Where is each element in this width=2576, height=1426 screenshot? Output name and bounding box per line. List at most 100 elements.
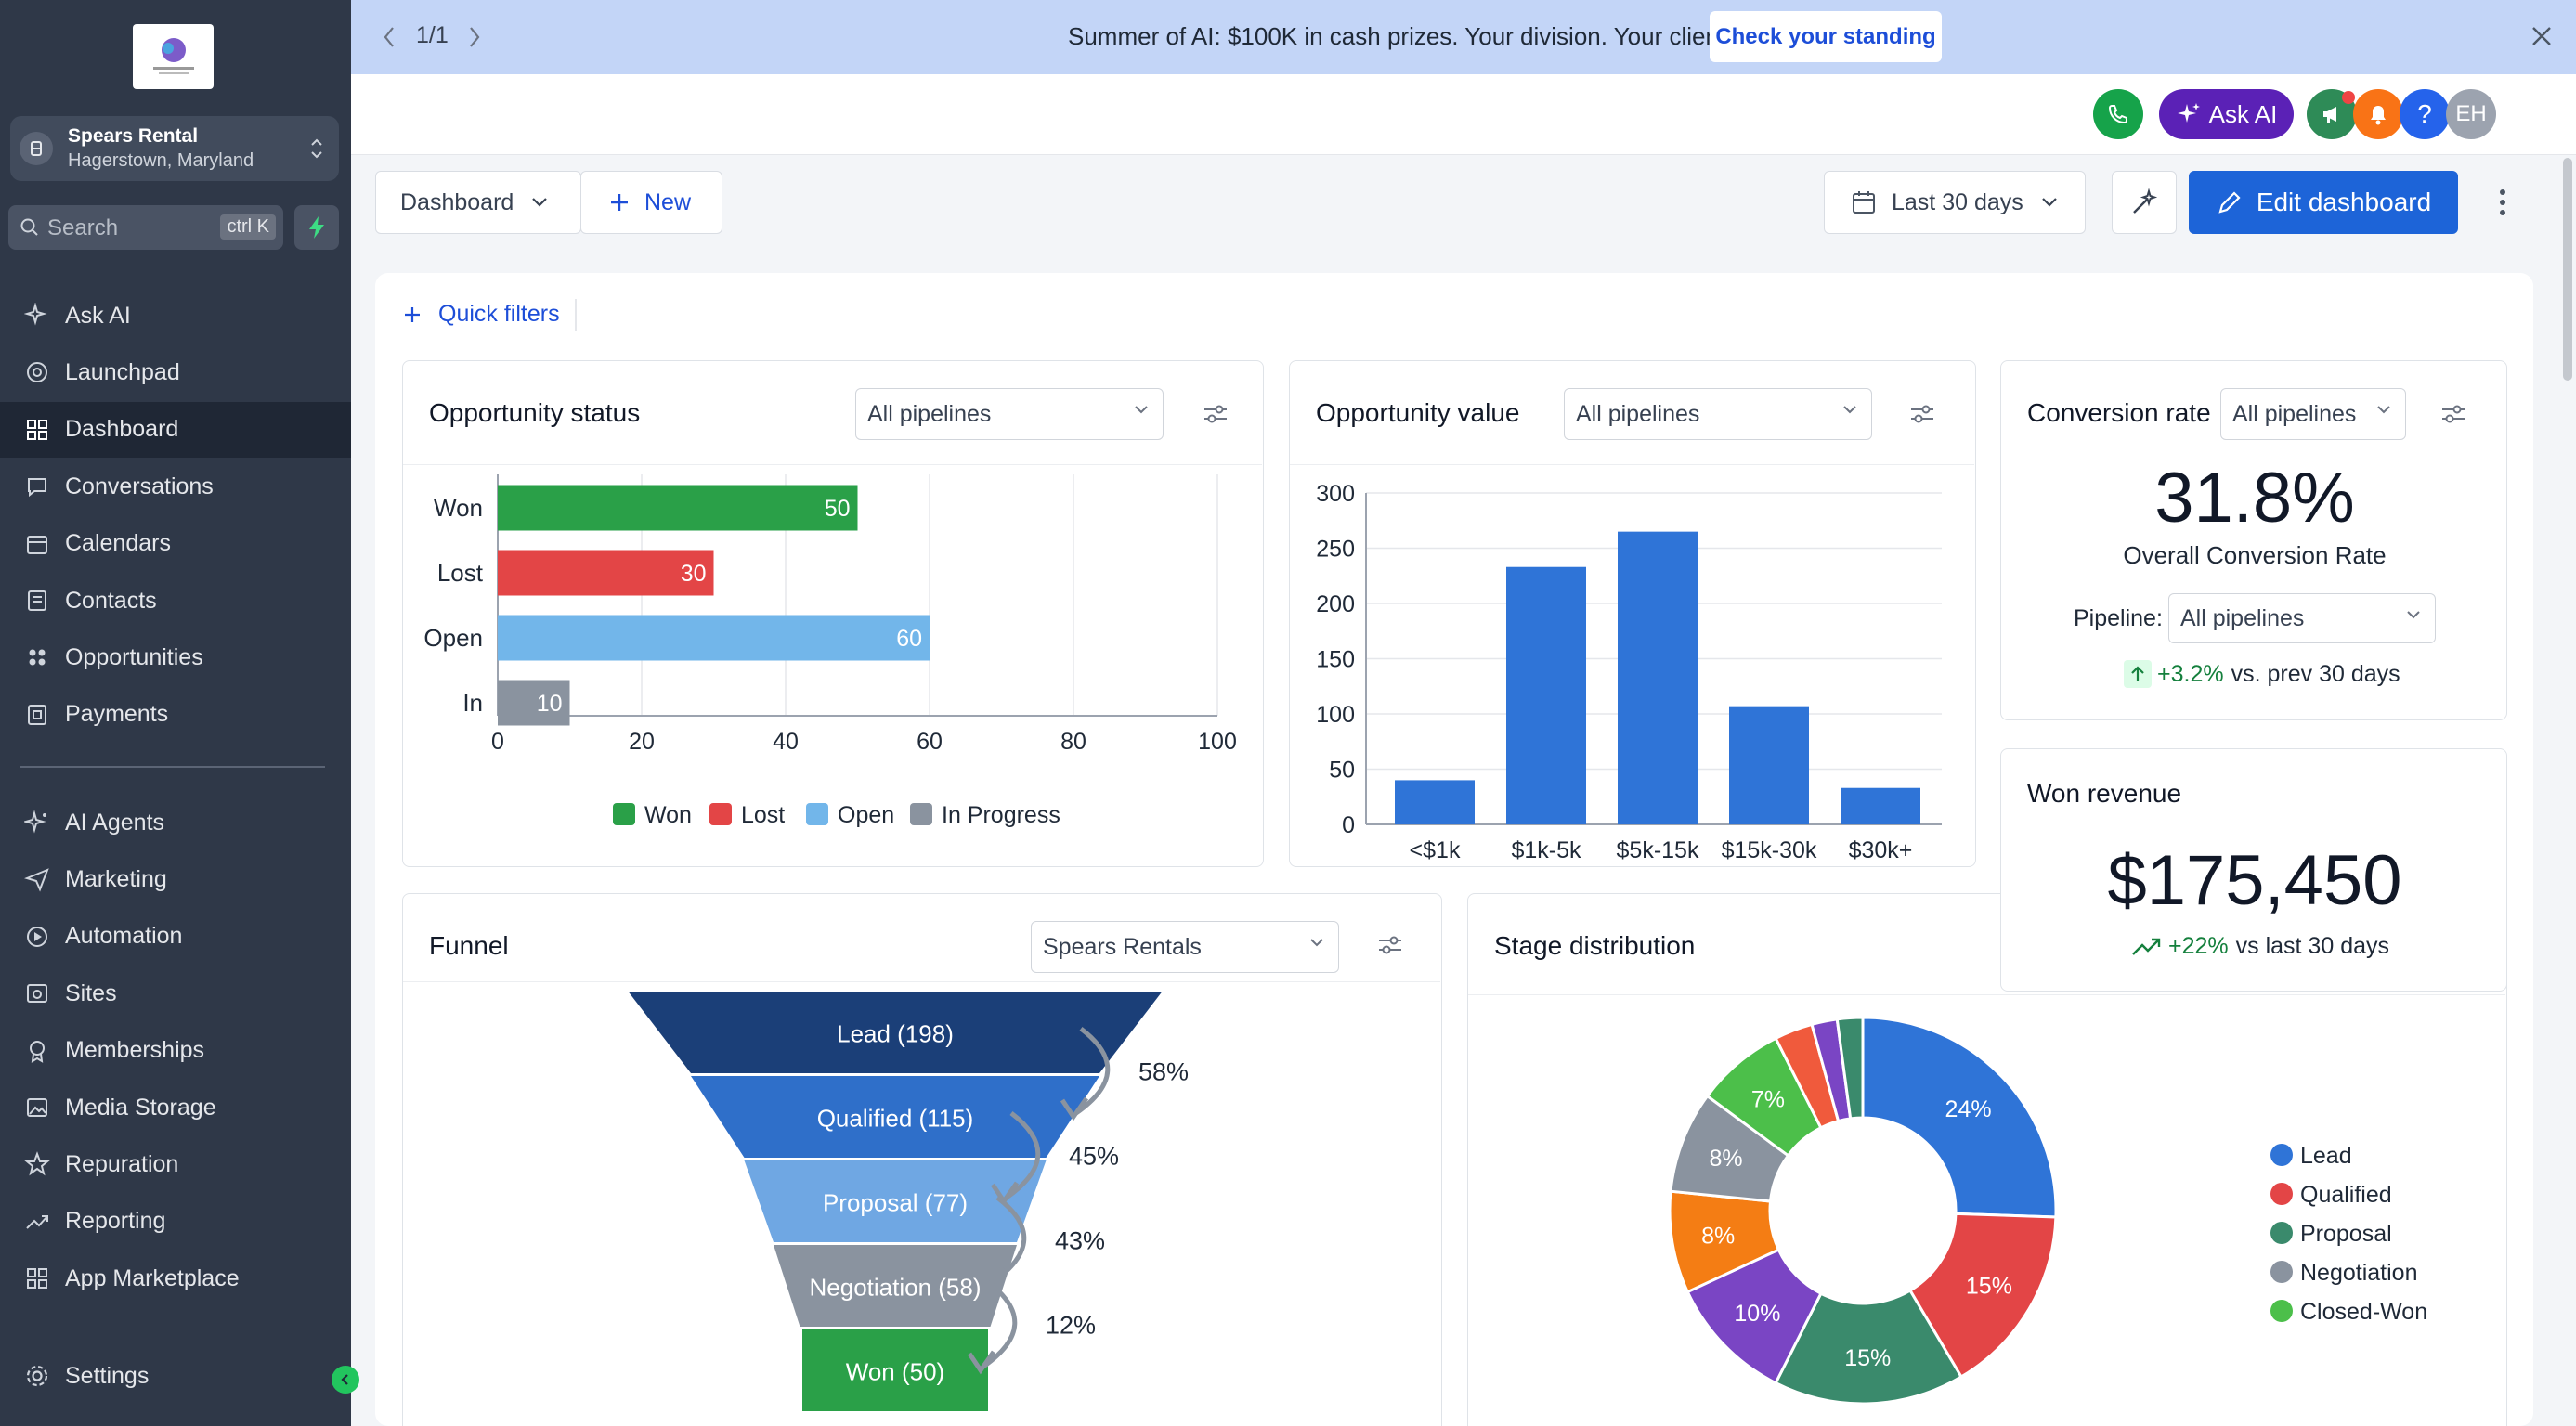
banner-message: Summer of AI: $100K in cash prizes. Your…: [1068, 22, 1745, 50]
send-icon: [22, 864, 52, 894]
sparkle-icon: [22, 301, 52, 331]
sidebar-item-ai-agents[interactable]: AI Agents: [0, 795, 351, 850]
chevron-updown-icon: [311, 138, 322, 159]
filter-settings-icon[interactable]: [1908, 400, 1936, 428]
magic-wand-button[interactable]: [2112, 171, 2177, 234]
pie-slice-label: 15%: [1844, 1345, 1891, 1371]
sidebar-item-app-marketplace[interactable]: App Marketplace: [0, 1251, 351, 1306]
avatar[interactable]: EH: [2446, 89, 2496, 139]
pipeline-select-value: All pipelines: [2232, 400, 2357, 427]
calendar-icon: [22, 529, 52, 559]
promo-banner: 1/1 Summer of AI: $100K in cash prizes. …: [351, 0, 2576, 74]
conversion-delta-suffix: vs. prev 30 days: [2231, 660, 2400, 687]
won-revenue-delta-value: +22%: [2168, 933, 2229, 959]
search-icon: [20, 218, 38, 236]
x-tick-label: $30k+: [1849, 837, 1913, 863]
pencil-icon: [2218, 191, 2241, 214]
sites-icon: [22, 979, 52, 1008]
sidebar-search[interactable]: Search ctrl K: [8, 205, 283, 250]
sidebar-item-payments[interactable]: Payments: [0, 687, 351, 743]
sidebar-item-contacts[interactable]: Contacts: [0, 573, 351, 629]
pipeline-select[interactable]: Spears Rentals: [1031, 921, 1339, 973]
sidebar-item-label: Memberships: [65, 1037, 205, 1064]
conversion-pipeline-select[interactable]: All pipelines: [2168, 593, 2436, 643]
sidebar-item-reporting[interactable]: Reporting: [0, 1194, 351, 1250]
bar: [1395, 780, 1475, 824]
quick-action-button[interactable]: [294, 205, 339, 250]
sidebar-item-calendars[interactable]: Calendars: [0, 516, 351, 572]
filter-settings-icon[interactable]: [1376, 931, 1404, 959]
sidebar-item-launchpad[interactable]: Launchpad: [0, 344, 351, 400]
chevron-down-icon: [1310, 939, 1323, 947]
pipeline-select[interactable]: All pipelines: [1564, 388, 1872, 440]
filter-settings-icon[interactable]: [2439, 400, 2467, 428]
arrow-up-icon: [2124, 660, 2152, 688]
bar-won: [498, 485, 858, 531]
location-switcher[interactable]: Spears Rental Hagerstown, Maryland: [10, 116, 339, 181]
filter-settings-icon[interactable]: [1202, 400, 1229, 428]
card-title: Stage distribution: [1494, 931, 1696, 960]
y-tick-label: 150: [1316, 647, 1355, 673]
dashboard-selector[interactable]: Dashboard: [375, 171, 581, 234]
pipeline-select[interactable]: All pipelines: [2220, 388, 2406, 440]
sidebar-item-label: Media Storage: [65, 1094, 216, 1121]
card-divider: [1290, 464, 1974, 465]
nav-divider: [20, 766, 325, 768]
won-revenue-delta: +22% vs last 30 days: [2131, 933, 2389, 960]
sidebar-item-label: Opportunities: [65, 643, 203, 670]
new-dashboard-button[interactable]: New: [580, 171, 722, 234]
more-vertical-icon[interactable]: [2493, 186, 2512, 219]
phone-button[interactable]: [2093, 89, 2143, 139]
sidebar-item-settings[interactable]: Settings: [0, 1348, 351, 1404]
close-icon[interactable]: [2530, 24, 2554, 48]
funnel-stage: [802, 1329, 988, 1411]
plus-icon: [611, 194, 628, 211]
pipeline-label: Pipeline:: [2074, 605, 2163, 631]
card-title: Funnel: [429, 931, 509, 960]
opportunities-icon: [22, 642, 52, 672]
sidebar-item-memberships[interactable]: Memberships: [0, 1023, 351, 1079]
funnel-stage: [774, 1245, 1017, 1327]
announcements-button[interactable]: [2307, 89, 2357, 139]
sidebar-item-repuration[interactable]: Repuration: [0, 1136, 351, 1192]
sparkle-icon: [2177, 103, 2200, 123]
notifications-button[interactable]: [2353, 89, 2403, 139]
x-tick-label: $5k-15k: [1617, 837, 1699, 863]
sidebar-item-conversations[interactable]: Conversations: [0, 459, 351, 514]
brand-logo-icon: [152, 38, 194, 74]
location-icon: [20, 132, 53, 165]
page-scrollbar[interactable]: [2563, 158, 2572, 381]
pipeline-select[interactable]: All pipelines: [855, 388, 1164, 440]
date-range-picker[interactable]: Last 30 days: [1824, 171, 2086, 234]
filter-divider: [575, 299, 577, 331]
quick-filters-button[interactable]: Quick filters: [403, 301, 560, 328]
chevron-left-icon[interactable]: [381, 24, 397, 50]
company-logo[interactable]: [133, 24, 214, 89]
legend-label: Lost: [741, 802, 785, 828]
ask-ai-button[interactable]: Ask AI: [2159, 89, 2294, 139]
won-revenue-value: $175,450: [2107, 841, 2402, 920]
sidebar-item-dashboard[interactable]: Dashboard: [0, 401, 351, 458]
sidebar-item-ask-ai[interactable]: Ask AI: [0, 288, 351, 344]
conversion-rate-caption: Overall Conversion Rate: [2123, 541, 2387, 569]
conversion-label: 43%: [1055, 1227, 1105, 1255]
sidebar-item-label: Automation: [65, 923, 183, 950]
x-tick-label: $15k-30k: [1722, 837, 1817, 863]
sidebar-item-opportunities[interactable]: Opportunities: [0, 629, 351, 685]
pipeline-select-value: All pipelines: [867, 400, 992, 427]
sidebar-item-media-storage[interactable]: Media Storage: [0, 1080, 351, 1135]
help-button[interactable]: ?: [2400, 89, 2450, 139]
sidebar-item-label: Repuration: [65, 1150, 179, 1177]
chevron-right-icon[interactable]: [466, 24, 483, 50]
banner-cta-button[interactable]: Check your standing: [1710, 11, 1942, 62]
apps-icon: [22, 1264, 52, 1293]
collapse-sidebar-button[interactable]: [332, 1366, 359, 1394]
sidebar-item-automation[interactable]: Automation: [0, 909, 351, 965]
lightning-icon: [309, 216, 324, 239]
sidebar-item-marketing[interactable]: Marketing: [0, 851, 351, 907]
funnel-stage-label: Qualified (115): [817, 1105, 974, 1133]
funnel-stage: [744, 1160, 1047, 1242]
edit-dashboard-button[interactable]: Edit dashboard: [2189, 171, 2458, 234]
sidebar-item-sites[interactable]: Sites: [0, 966, 351, 1021]
star-icon: [22, 1149, 52, 1179]
